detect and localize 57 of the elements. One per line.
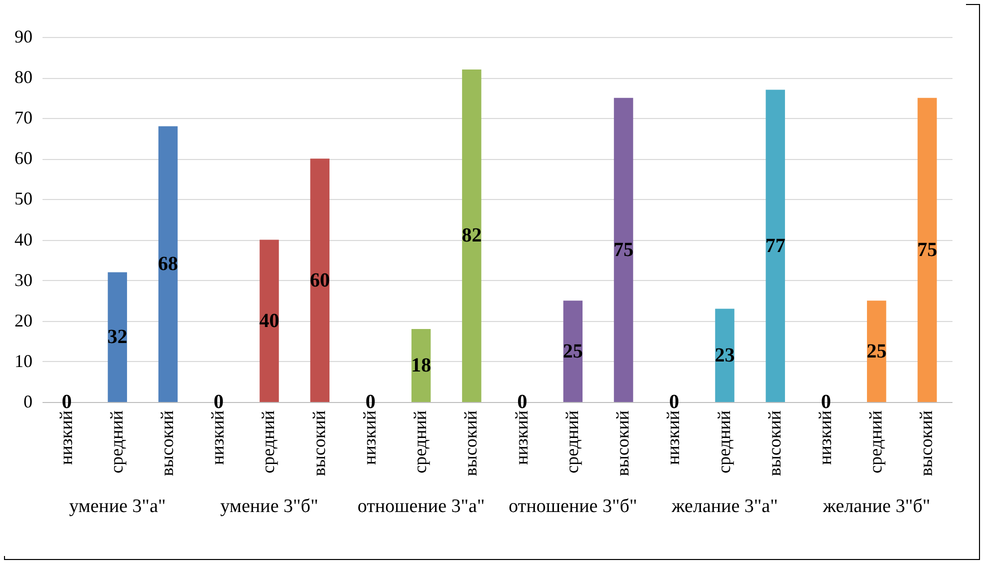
- x-tick-label: средний: [106, 410, 126, 474]
- y-tick-label: 30: [14, 270, 32, 290]
- x-tick-label: высокий: [460, 410, 481, 476]
- x-tick-label: высокий: [916, 410, 936, 476]
- text: желание 3"б": [822, 496, 930, 517]
- text: умение 3"а": [69, 496, 166, 517]
- x-tick-label: низкий: [208, 410, 228, 465]
- bar: [108, 272, 128, 402]
- bar: [918, 98, 937, 402]
- x-tick-label: низкий: [814, 410, 835, 465]
- data-label: 23: [714, 344, 735, 366]
- data-label: 75: [917, 238, 938, 261]
- x-tick-label: низкий: [56, 410, 76, 465]
- data-label: 60: [310, 269, 330, 292]
- data-label: 68: [158, 253, 178, 276]
- x-tick-label: низкий: [663, 410, 684, 465]
- x-tick-label: низкий: [359, 410, 380, 465]
- bar: [310, 158, 330, 402]
- y-tick-label: 0: [24, 392, 32, 412]
- x-tick-label: средний: [410, 410, 430, 474]
- y-tick-label: 80: [14, 67, 32, 88]
- data-label: 25: [866, 340, 887, 362]
- text: отношение 3"а": [357, 496, 485, 517]
- data-label: 82: [462, 224, 482, 247]
- bar: [866, 300, 886, 402]
- y-tick-label: 70: [14, 108, 32, 128]
- bar: [614, 98, 634, 402]
- data-label: 25: [562, 340, 583, 362]
- x-tick-label: средний: [866, 410, 886, 474]
- x-tick-label: высокий: [157, 410, 178, 476]
- data-label: 40: [259, 310, 280, 332]
- bar: [462, 69, 482, 402]
- y-tick-label: 40: [14, 229, 32, 250]
- bar: [260, 240, 279, 402]
- x-tick-label: высокий: [612, 410, 633, 476]
- y-tick-label: 20: [14, 310, 32, 330]
- data-label: 18: [411, 354, 432, 376]
- x-tick-label: средний: [562, 410, 582, 474]
- x-tick-label: средний: [258, 410, 278, 474]
- y-tick-label: 90: [14, 26, 32, 46]
- bar: [563, 300, 583, 402]
- text: умение 3"б": [220, 496, 318, 517]
- bar: [158, 126, 178, 402]
- bar: [715, 308, 734, 402]
- data-label: 77: [765, 234, 786, 257]
- y-tick-label: 10: [14, 350, 32, 371]
- y-tick-label: 60: [14, 148, 32, 168]
- x-tick-label: средний: [714, 410, 734, 474]
- text: желание 3"а": [670, 496, 778, 517]
- y-tick-label: 50: [14, 188, 32, 209]
- x-tick-label: высокий: [764, 410, 784, 476]
- data-label: 32: [107, 326, 128, 348]
- x-tick-label: низкий: [511, 410, 532, 465]
- x-tick-label: высокий: [308, 410, 329, 476]
- bar: [766, 90, 785, 402]
- data-label: 75: [614, 238, 634, 261]
- text: отношение 3"б": [508, 496, 638, 517]
